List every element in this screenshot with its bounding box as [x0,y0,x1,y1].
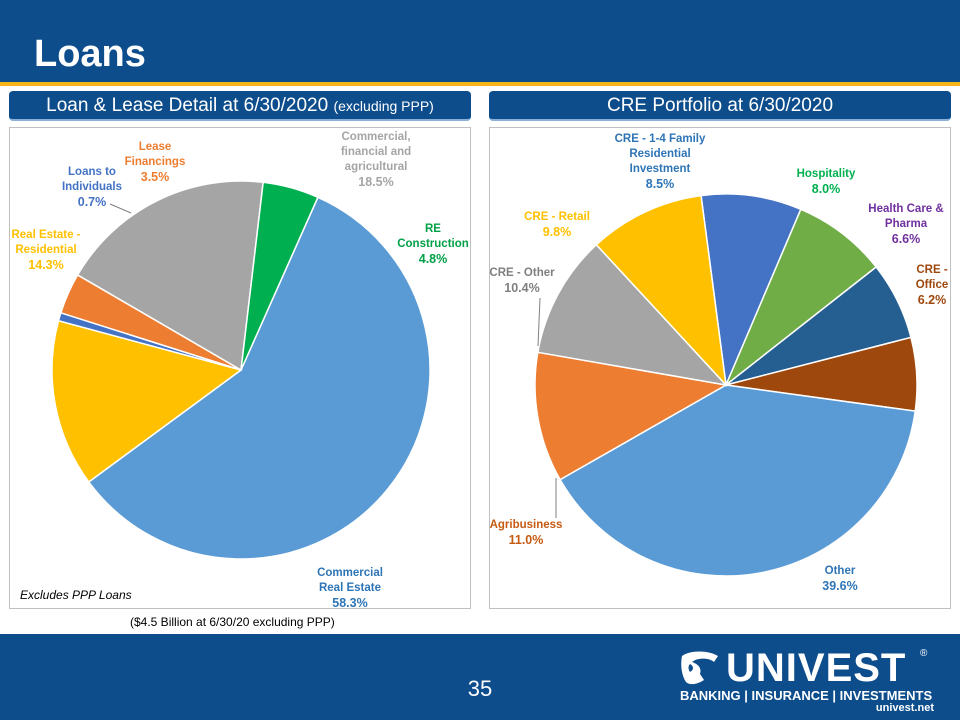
logo-url: univest.net [875,702,934,714]
pie-slice-cre-other [536,243,729,387]
slice-label-cre-office: CRE -Office 6.2% [916,264,949,307]
logo-registered-mark: ® [920,648,928,659]
loan-pie-chart: Commercial Real Estate 58.3% Real Estate -R… [11,131,469,610]
pie-slice-real-estate-residential [51,319,243,484]
pie-slice-agribusiness [534,351,729,481]
loan-panel-title-main: Loan & Lease Detail at 6/30/2020 [46,95,329,116]
slice-label-agribusiness: Agribusiness 11.0% [490,519,562,547]
leader-line [109,203,132,214]
pie-slice-other [559,384,917,577]
slice-label-cre-other: CRE - Other 10.4% [490,267,555,295]
pie-slice-commercial-financial-and-agricultural [76,180,265,372]
slice-label-real-estate-residential: Real Estate -Residential 14.3% [11,229,80,272]
page-number: 35 [467,676,493,701]
slice-value-cre-1-4-family-residential-investment: 8.5% [646,177,675,191]
slice-value-health-care-pharma: 6.6% [892,232,921,246]
slice-label-re-construction: RE Construction 4.8% [397,223,469,266]
slice-value-real-estate-residential: 14.3% [28,258,63,272]
loan-panel-title-sub: (excluding PPP) [333,98,434,114]
cre-panel-title: CRE Portfolio at 6/30/2020 [489,91,951,121]
header-bar [0,0,960,82]
slice-value-cre-office: 6.2% [918,293,947,307]
pie-slice-cre-1-4-family-residential-investment [700,193,802,388]
slice-value-lease-financings: 3.5% [141,170,170,184]
slice-label-hospitality: Hospitality 8.0% [797,168,856,196]
slice-label-other: Other 39.6% [822,565,857,593]
logo-tagline: BANKING | INSURANCE | INVESTMENTS [680,688,933,703]
leader-line [537,297,541,347]
slice-value-loans-to-individuals: 0.7% [78,195,107,209]
pie-slice-cre-retail [595,194,728,388]
slice-value-hospitality: 8.0% [812,182,841,196]
chart-caption: ($4.5 Billion at 6/30/20 excluding PPP) [130,615,335,629]
eagle-icon [681,651,718,685]
slice-value-re-construction: 4.8% [419,252,448,266]
cre-chart-panel: CRE - 1-4 Family Residential Investment 8.5… [489,127,951,609]
pie-slice-re-construction [240,181,319,371]
slice-label-commercial-real-estate: Commercial Real Estate 58.3% [317,567,383,608]
slice-value-other: 39.6% [822,579,857,593]
footnote: Excludes PPP Loans [20,588,132,602]
cre-pie-chart: CRE - 1-4 Family Residential Investment 8.5… [489,133,949,593]
pie-slice-hospitality [725,208,878,386]
slice-value-cre-retail: 9.8% [543,225,572,239]
slice-value-cre-other: 10.4% [504,281,539,295]
slice-value-commercial-financial-and-agricultural: 18.5% [358,175,393,189]
slice-label-cre-retail: CRE - Retail 9.8% [524,211,590,239]
header-accent-line [0,82,960,86]
loan-panel-title: Loan & Lease Detail at 6/30/2020 (exclud… [9,91,471,121]
pie-slice-commercial-real-estate [87,196,431,560]
slice-label-commercial-financial-and-agricultural: Commercial, financial and agricultural 18.5… [341,131,411,189]
slice-value-agribusiness: 11.0% [509,533,544,547]
slice-label-health-care-pharma: Health Care & Pharma 6.6% [868,203,943,246]
footer-bar [0,634,960,720]
loan-chart-panel: Commercial Real Estate 58.3% Real Estate -R… [9,127,471,610]
slice-label-lease-financings: Lease Financings 3.5% [125,141,186,184]
logo-wordmark: UNIVEST [726,646,907,690]
slice-value-commercial-real-estate: 58.3% [332,596,367,608]
slice-label-cre-1-4-family-residential-investment: CRE - 1-4 Family Residential Investment 8.5… [615,133,706,191]
univest-logo: UNIVEST ® BANKING | INSURANCE | INVESTME… [680,648,940,714]
slice-label-loans-to-individuals: Loans to Individuals 0.7% [62,166,122,209]
page-title: Loans [34,33,146,75]
